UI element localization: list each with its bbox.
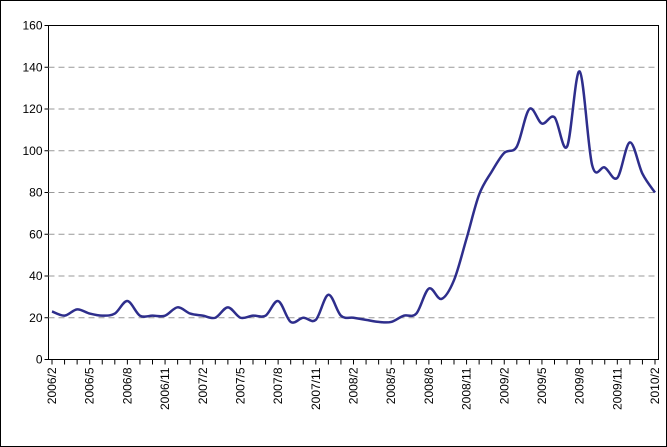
x-tick-label: 2007/5 [233, 367, 247, 404]
y-tick-label: 20 [29, 311, 43, 325]
x-tick-label: 2007/2 [196, 367, 210, 404]
x-tick-label: 2009/8 [573, 367, 587, 404]
y-tick-label: 160 [22, 19, 42, 33]
y-tick-label: 140 [22, 60, 42, 74]
y-tick-label: 80 [29, 186, 43, 200]
x-tick-label: 2006/5 [83, 367, 97, 404]
y-tick-label: 0 [36, 353, 43, 367]
y-tick-label: 100 [22, 144, 42, 158]
x-tick-label: 2008/5 [384, 367, 398, 404]
x-tick-label: 2009/5 [535, 367, 549, 404]
x-tick-label: 2007/8 [271, 367, 285, 404]
x-tick-label: 2010/2 [648, 367, 662, 404]
x-tick-label: 2008/8 [422, 367, 436, 404]
x-tick-label: 2009/2 [497, 367, 511, 404]
x-tick-label: 2008/11 [460, 367, 474, 410]
x-tick-label: 2008/2 [347, 367, 361, 404]
y-tick-label: 60 [29, 227, 43, 241]
y-tick-label: 120 [22, 102, 42, 116]
x-tick-label: 2006/8 [120, 367, 134, 404]
x-tick-label: 2007/11 [309, 367, 323, 410]
line [51, 70, 657, 324]
x-tick-label: 2006/11 [158, 367, 172, 410]
y-tick-label: 40 [29, 269, 43, 283]
x-tick-label: 2006/2 [45, 367, 59, 404]
x-tick-label: 2009/11 [610, 367, 624, 410]
